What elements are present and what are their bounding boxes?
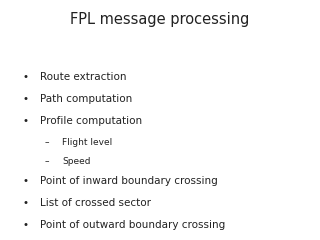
Text: Speed: Speed <box>62 157 91 166</box>
Text: •: • <box>22 220 28 230</box>
Text: •: • <box>22 198 28 208</box>
Text: Profile computation: Profile computation <box>40 116 142 126</box>
Text: –: – <box>45 138 49 147</box>
Text: Path computation: Path computation <box>40 94 132 104</box>
Text: •: • <box>22 72 28 82</box>
Text: •: • <box>22 116 28 126</box>
Text: Point of inward boundary crossing: Point of inward boundary crossing <box>40 176 218 186</box>
Text: •: • <box>22 176 28 186</box>
Text: FPL message processing: FPL message processing <box>70 12 250 27</box>
Text: •: • <box>22 94 28 104</box>
Text: List of crossed sector: List of crossed sector <box>40 198 151 208</box>
Text: Route extraction: Route extraction <box>40 72 126 82</box>
Text: Point of outward boundary crossing: Point of outward boundary crossing <box>40 220 225 230</box>
Text: Flight level: Flight level <box>62 138 113 147</box>
Text: –: – <box>45 157 49 166</box>
